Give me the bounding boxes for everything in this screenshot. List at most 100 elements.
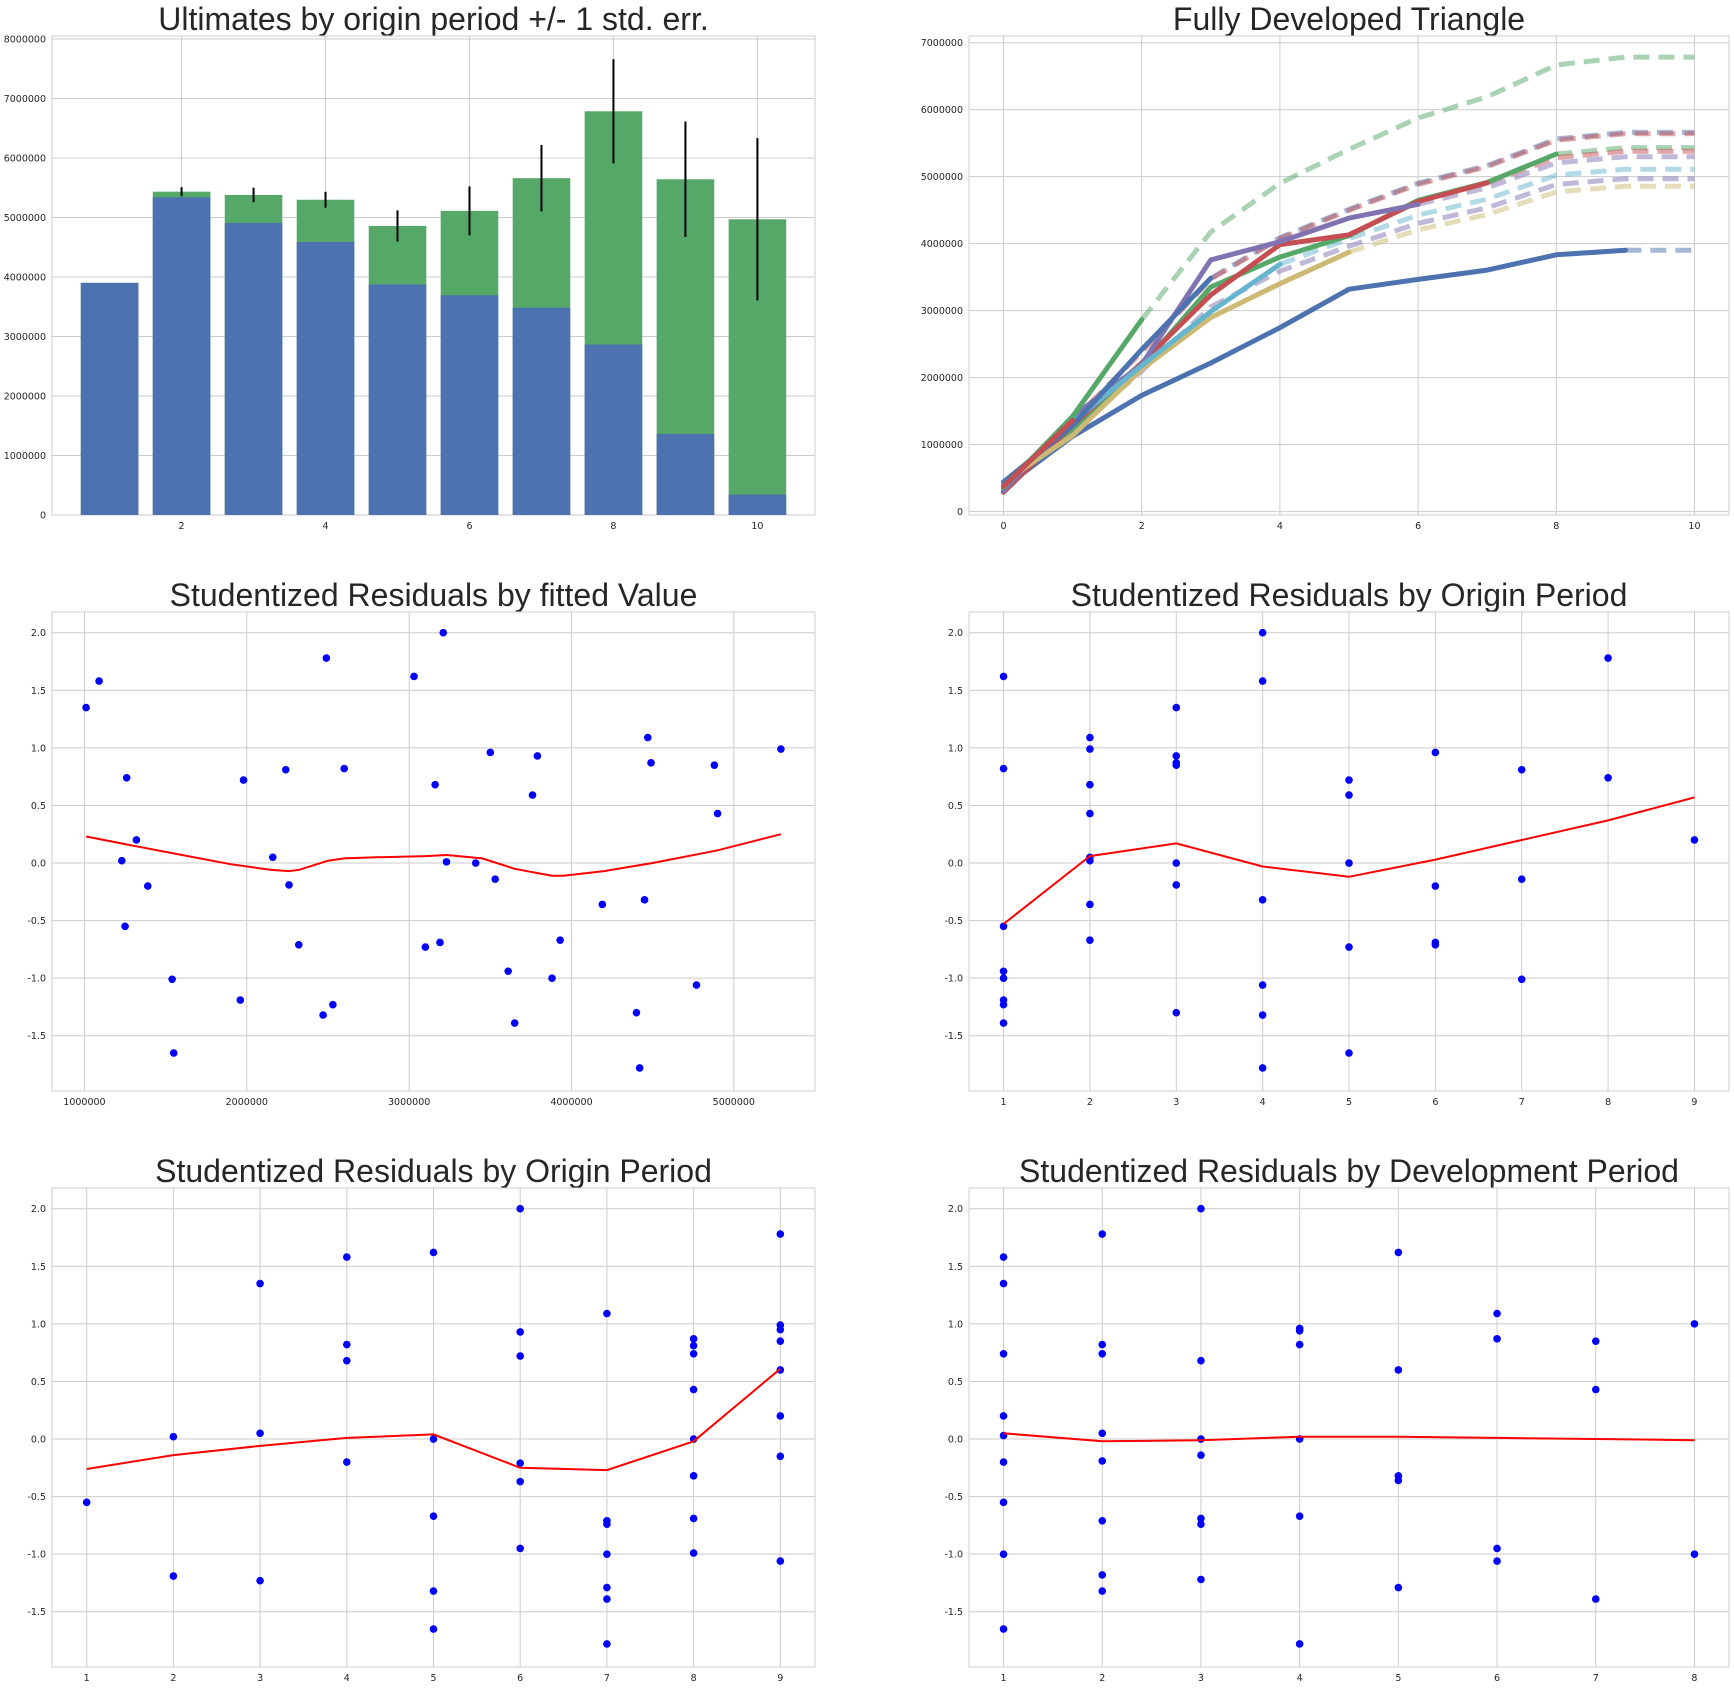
residuals-development-chart-y-tick-label: -0.5 [944, 1492, 963, 1503]
ultimates-chart-y-tick-label: 5000000 [4, 213, 46, 224]
residual-point [342, 1356, 351, 1365]
ultimates-chart-y-tick-label: 6000000 [4, 153, 46, 164]
residuals-origin-chart-1-x-tick-label: 3 [1173, 1097, 1179, 1108]
residual-point [285, 881, 293, 889]
residual-point [319, 1011, 327, 1019]
residual-point [1086, 900, 1094, 909]
residual-point [1591, 1595, 1600, 1603]
residual-point [122, 774, 131, 782]
residual-point [1172, 752, 1181, 760]
triangle-chart-x-tick-label: 10 [1688, 521, 1700, 532]
residuals-fitted-chart-y-tick-label: 1.5 [31, 686, 46, 697]
residuals-origin-chart-1-y-tick-label: -1.5 [944, 1031, 963, 1042]
residual-point [491, 875, 499, 883]
residual-point [236, 996, 245, 1004]
residual-point [999, 1498, 1008, 1507]
residual-point [132, 836, 141, 844]
residuals-origin-chart-1-y-tick-label: 0.0 [948, 859, 963, 870]
residual-point [1098, 1587, 1107, 1595]
projected-development-line [1279, 166, 1695, 267]
residual-point [510, 1019, 519, 1027]
triangle-chart-y-tick-label: 0 [957, 507, 963, 518]
residuals-origin-chart-1: Studentized Residuals by Origin Period 1… [944, 577, 1730, 1108]
residual-point [1258, 677, 1267, 685]
residual-point [1197, 1451, 1205, 1459]
residual-point [1086, 745, 1094, 753]
latest-bar [296, 241, 355, 515]
residuals-origin-chart-2-title: Studentized Residuals by Origin Period [155, 1153, 712, 1189]
residual-point [1431, 940, 1440, 949]
triangle-chart: Fully Developed Triangle 0 2 4 6 8 10 0 1000000… [921, 1, 1730, 532]
residual-point [516, 1544, 525, 1553]
triangle-chart-y-tick-label: 5000000 [921, 172, 963, 183]
residual-point [1517, 765, 1526, 774]
residual-point [548, 974, 556, 982]
residuals-origin-chart-2-x-tick-label: 9 [777, 1673, 783, 1684]
residuals-fitted-chart-x-tick-label: 3000000 [388, 1097, 430, 1108]
residual-point [1295, 1326, 1304, 1335]
residual-point [1086, 809, 1094, 818]
residual-point [256, 1279, 264, 1288]
residual-point [516, 1352, 525, 1360]
residual-point [436, 938, 444, 947]
residuals-origin-chart-2-y-tick-label: 2.0 [31, 1204, 46, 1215]
residual-point [1258, 628, 1267, 637]
residual-point [1172, 881, 1181, 889]
ultimates-chart-x-tick-label: 8 [610, 521, 616, 532]
residual-point [471, 859, 480, 867]
residual-point [999, 922, 1008, 931]
residual-point [1172, 1008, 1181, 1017]
residual-point [710, 761, 719, 769]
residual-point [1345, 776, 1353, 784]
residual-point [1098, 1516, 1107, 1525]
projected-development-line [1139, 54, 1695, 322]
latest-bar [728, 494, 787, 515]
residual-point [999, 967, 1008, 976]
residual-point [1493, 1557, 1501, 1565]
residual-point [256, 1576, 264, 1585]
residual-point [1394, 1366, 1403, 1374]
residual-point [169, 1049, 178, 1057]
residual-point [1604, 654, 1612, 662]
projected-development-line [1348, 183, 1695, 255]
residual-point [1295, 1640, 1304, 1648]
projected-development-line [1070, 131, 1695, 423]
residual-point [1493, 1309, 1501, 1318]
residuals-fitted-chart-y-tick-label: 0.0 [31, 859, 46, 870]
triangle-chart-plot-area [968, 35, 1730, 516]
residuals-origin-chart-2-x-tick-label: 4 [344, 1673, 350, 1684]
residual-point [1690, 836, 1699, 844]
residuals-development-chart-y-tick-label: 2.0 [948, 1204, 963, 1215]
residual-point [1394, 1248, 1403, 1257]
ultimates-chart-x-tick-label: 2 [179, 521, 185, 532]
residuals-origin-chart-2-x-tick-label: 1 [84, 1673, 90, 1684]
latest-bar [80, 282, 139, 515]
residual-point [281, 765, 290, 774]
residual-point [689, 1335, 698, 1343]
residual-point [1197, 1204, 1205, 1213]
residual-point [1345, 791, 1353, 799]
residual-point [999, 1458, 1008, 1466]
residual-point [776, 1557, 785, 1565]
triangle-chart-y-tick-label: 4000000 [921, 239, 963, 250]
residual-point [1431, 882, 1440, 890]
residuals-origin-chart-1-title: Studentized Residuals by Origin Period [1071, 577, 1628, 613]
residual-point [342, 1340, 351, 1349]
residual-point [640, 896, 649, 904]
latest-bar [512, 307, 571, 515]
residuals-fitted-chart-y-tick-label: 1.0 [31, 743, 46, 754]
residuals-development-chart-x-tick-label: 5 [1395, 1673, 1401, 1684]
residual-point [429, 1435, 438, 1443]
residual-point [410, 672, 418, 681]
residual-point [143, 882, 152, 890]
residual-point [322, 654, 331, 662]
latest-bar [584, 344, 643, 515]
residuals-origin-chart-1-x-tick-label: 2 [1087, 1097, 1093, 1108]
residuals-origin-chart-1-x-tick-label: 7 [1519, 1097, 1525, 1108]
residuals-development-chart-y-tick-label: -1.0 [944, 1550, 963, 1561]
residual-point [1258, 1011, 1267, 1019]
residual-point [1493, 1544, 1501, 1553]
residuals-origin-chart-1-y-tick-label: 1.5 [948, 686, 963, 697]
residual-point [121, 922, 129, 931]
residuals-fitted-chart-x-tick-label: 4000000 [550, 1097, 592, 1108]
